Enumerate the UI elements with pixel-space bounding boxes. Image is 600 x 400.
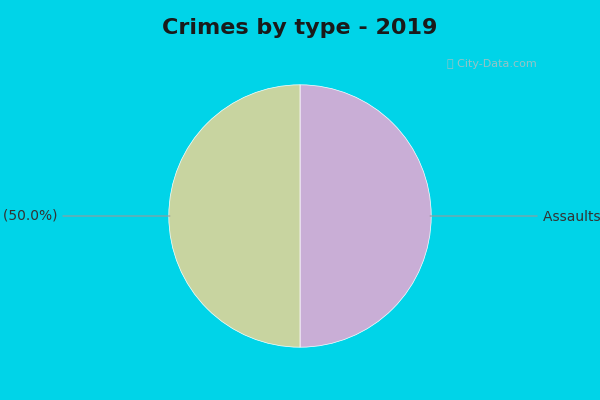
Text: Assaults (50.0%): Assaults (50.0%) (430, 209, 600, 223)
Text: Burglaries (50.0%): Burglaries (50.0%) (0, 209, 170, 223)
Wedge shape (300, 85, 431, 347)
Wedge shape (169, 85, 300, 347)
Text: Crimes by type - 2019: Crimes by type - 2019 (163, 18, 437, 38)
Text: ⓘ City-Data.com: ⓘ City-Data.com (447, 59, 537, 69)
